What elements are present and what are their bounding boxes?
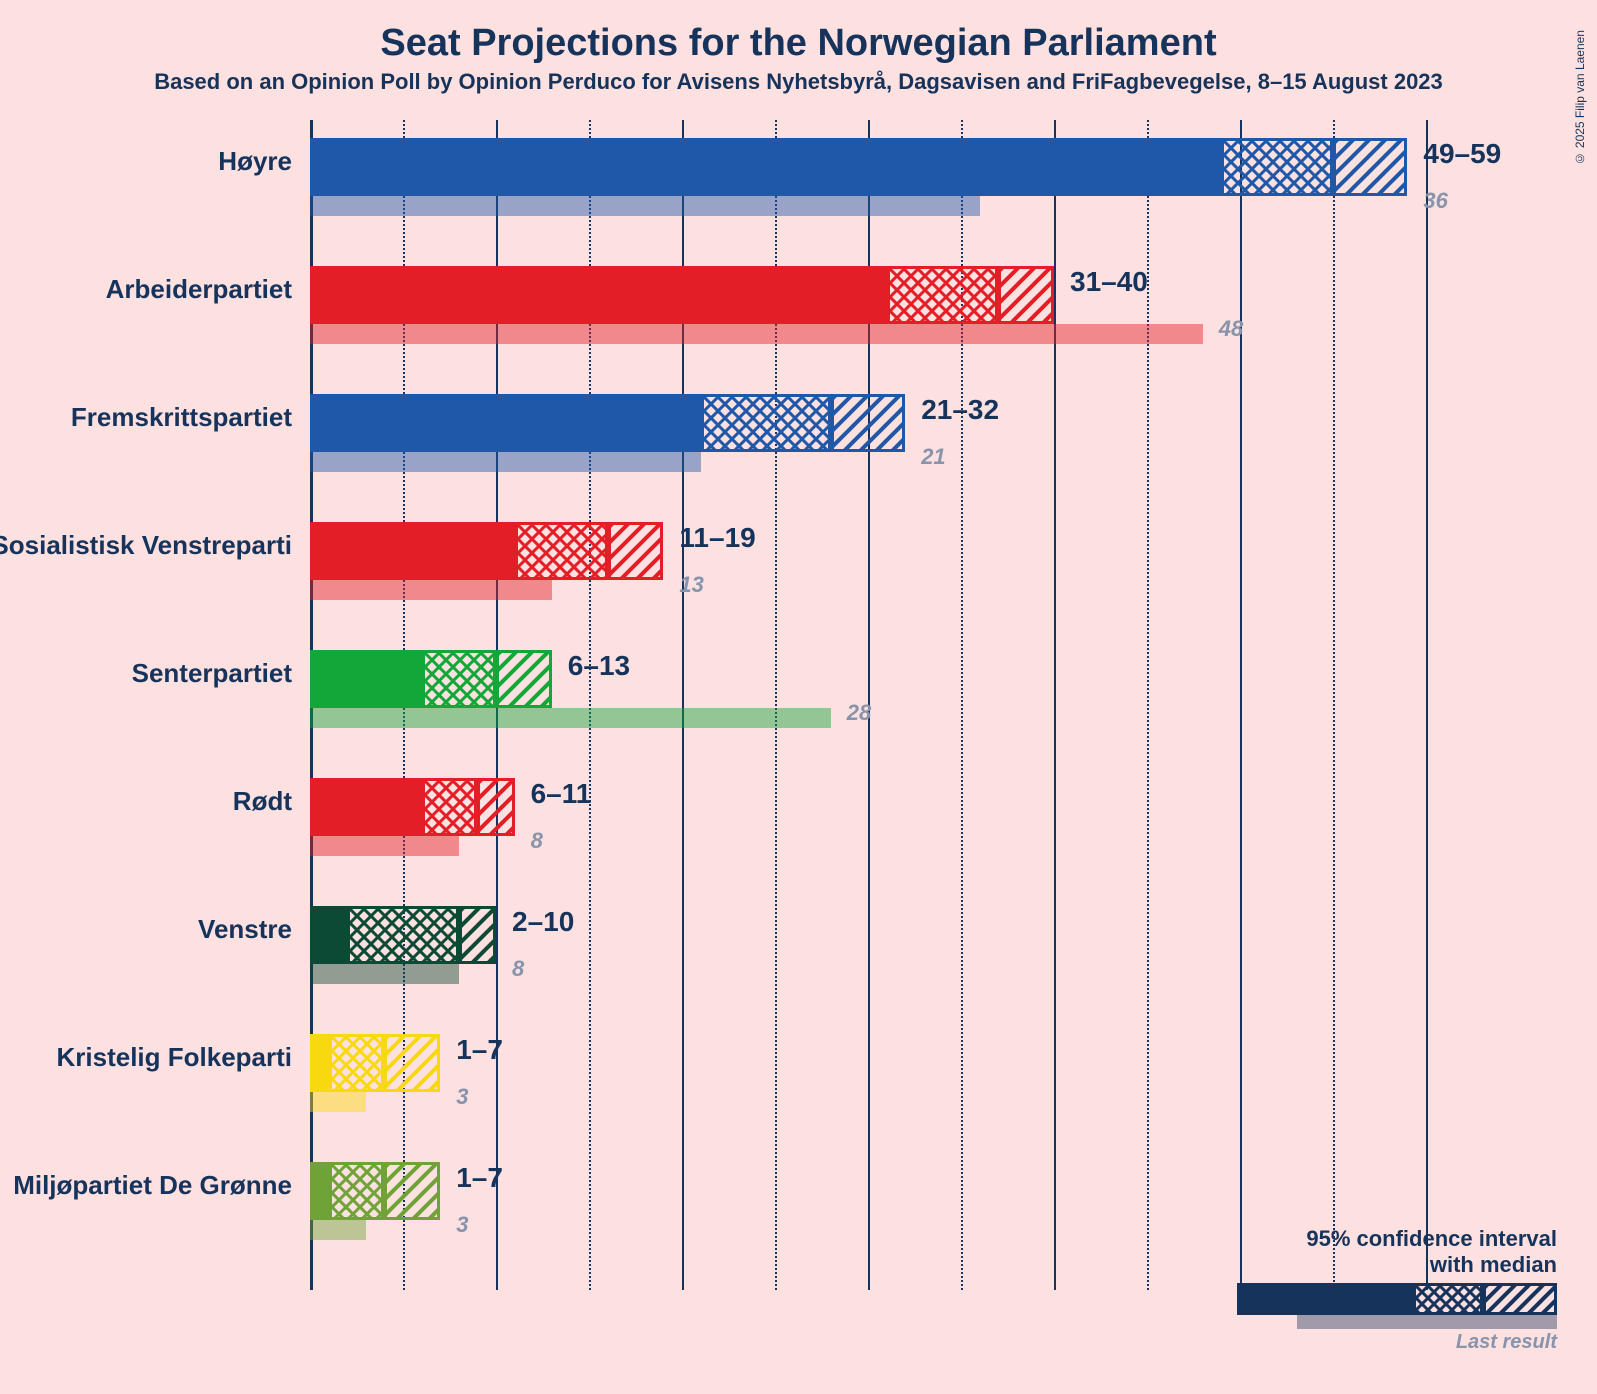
projection-bar [310, 522, 663, 580]
bar-segment-solid [310, 394, 701, 452]
party-row: Kristelig Folkeparti1–73 [310, 1022, 1510, 1142]
legend-title-line2: with median [1430, 1252, 1557, 1277]
bar-segment-crosshatch [1221, 138, 1333, 196]
projection-bar [310, 138, 1407, 196]
party-label: Venstre [198, 914, 292, 945]
range-label: 6–13 [568, 650, 630, 682]
party-row: Fremskrittspartiet21–3221 [310, 382, 1510, 502]
bar-segment-diagonal [384, 1034, 440, 1092]
range-label: 1–7 [456, 1162, 503, 1194]
range-label: 11–19 [679, 522, 755, 554]
bar-segment-solid [310, 1034, 329, 1092]
party-row: Senterpartiet6–1328 [310, 638, 1510, 758]
last-result-bar [310, 580, 552, 600]
party-label: Høyre [218, 146, 292, 177]
bar-segment-diagonal [384, 1162, 440, 1220]
bar-segment-solid [310, 522, 515, 580]
party-row: Venstre2–108 [310, 894, 1510, 1014]
party-label: Miljøpartiet De Grønne [13, 1170, 292, 1201]
party-label: Rødt [233, 786, 292, 817]
last-result-label: 48 [1219, 316, 1243, 342]
bar-segment-solid [310, 906, 347, 964]
bar-segment-diagonal [459, 906, 496, 964]
party-label: Kristelig Folkeparti [57, 1042, 293, 1073]
bar-segment-solid [310, 1162, 329, 1220]
projection-bar [310, 778, 515, 836]
projection-bar [310, 394, 905, 452]
projection-bar [310, 1034, 440, 1092]
bar-segment-crosshatch [422, 650, 496, 708]
last-result-bar [310, 708, 831, 728]
bar-segment-crosshatch [329, 1162, 385, 1220]
bar-segment-diagonal [1333, 138, 1407, 196]
last-result-label: 8 [531, 828, 543, 854]
legend-bar [1237, 1283, 1557, 1315]
bar-segment-crosshatch [701, 394, 831, 452]
legend-segment-crosshatch [1413, 1283, 1483, 1315]
range-label: 49–59 [1423, 138, 1501, 170]
legend-segment-diagonal [1483, 1283, 1557, 1315]
bar-segment-diagonal [608, 522, 664, 580]
last-result-label: 36 [1423, 188, 1447, 214]
last-result-label: 21 [921, 444, 945, 470]
legend-last-label: Last result [1197, 1331, 1557, 1354]
range-label: 2–10 [512, 906, 574, 938]
projection-bar [310, 906, 496, 964]
last-result-bar [310, 324, 1203, 344]
last-result-label: 13 [679, 572, 703, 598]
range-label: 1–7 [456, 1034, 503, 1066]
bar-segment-solid [310, 650, 422, 708]
legend-title: 95% confidence interval with median [1197, 1226, 1557, 1277]
bar-segment-solid [310, 138, 1221, 196]
bar-segment-diagonal [998, 266, 1054, 324]
legend: 95% confidence interval with median Last… [1197, 1226, 1557, 1354]
last-result-bar [310, 196, 980, 216]
last-result-bar [310, 1092, 366, 1112]
chart-subtitle: Based on an Opinion Poll by Opinion Perd… [0, 69, 1597, 95]
projection-bar [310, 650, 552, 708]
copyright: © 2025 Filip van Laenen [1573, 30, 1587, 165]
chart-title: Seat Projections for the Norwegian Parli… [0, 0, 1597, 65]
legend-segment-solid [1237, 1283, 1413, 1315]
range-label: 21–32 [921, 394, 999, 426]
bar-segment-diagonal [496, 650, 552, 708]
party-row: Høyre49–5936 [310, 126, 1510, 246]
bar-segment-crosshatch [887, 266, 999, 324]
party-row: Arbeiderpartiet31–4048 [310, 254, 1510, 374]
last-result-label: 28 [847, 700, 871, 726]
last-result-bar [310, 452, 701, 472]
bar-segment-solid [310, 266, 887, 324]
party-label: Sosialistisk Venstreparti [0, 530, 292, 561]
projection-bar [310, 266, 1054, 324]
last-result-bar [310, 964, 459, 984]
party-label: Senterpartiet [132, 658, 292, 689]
range-label: 31–40 [1070, 266, 1148, 298]
range-label: 6–11 [531, 778, 592, 810]
last-result-label: 3 [456, 1084, 468, 1110]
bar-segment-crosshatch [515, 522, 608, 580]
bar-segment-crosshatch [347, 906, 459, 964]
party-label: Fremskrittspartiet [71, 402, 292, 433]
legend-title-line1: 95% confidence interval [1306, 1226, 1557, 1251]
party-row: Rødt6–118 [310, 766, 1510, 886]
party-row: Sosialistisk Venstreparti11–1913 [310, 510, 1510, 630]
party-label: Arbeiderpartiet [106, 274, 292, 305]
last-result-label: 8 [512, 956, 524, 982]
bar-segment-crosshatch [422, 778, 478, 836]
legend-last-bar [1297, 1315, 1557, 1329]
last-result-bar [310, 1220, 366, 1240]
bar-segment-solid [310, 778, 422, 836]
last-result-label: 3 [456, 1212, 468, 1238]
bar-segment-diagonal [831, 394, 905, 452]
bar-segment-crosshatch [329, 1034, 385, 1092]
seat-projection-chart: Høyre49–5936Arbeiderpartiet31–4048Fremsk… [310, 120, 1510, 1290]
last-result-bar [310, 836, 459, 856]
bar-segment-diagonal [477, 778, 514, 836]
projection-bar [310, 1162, 440, 1220]
